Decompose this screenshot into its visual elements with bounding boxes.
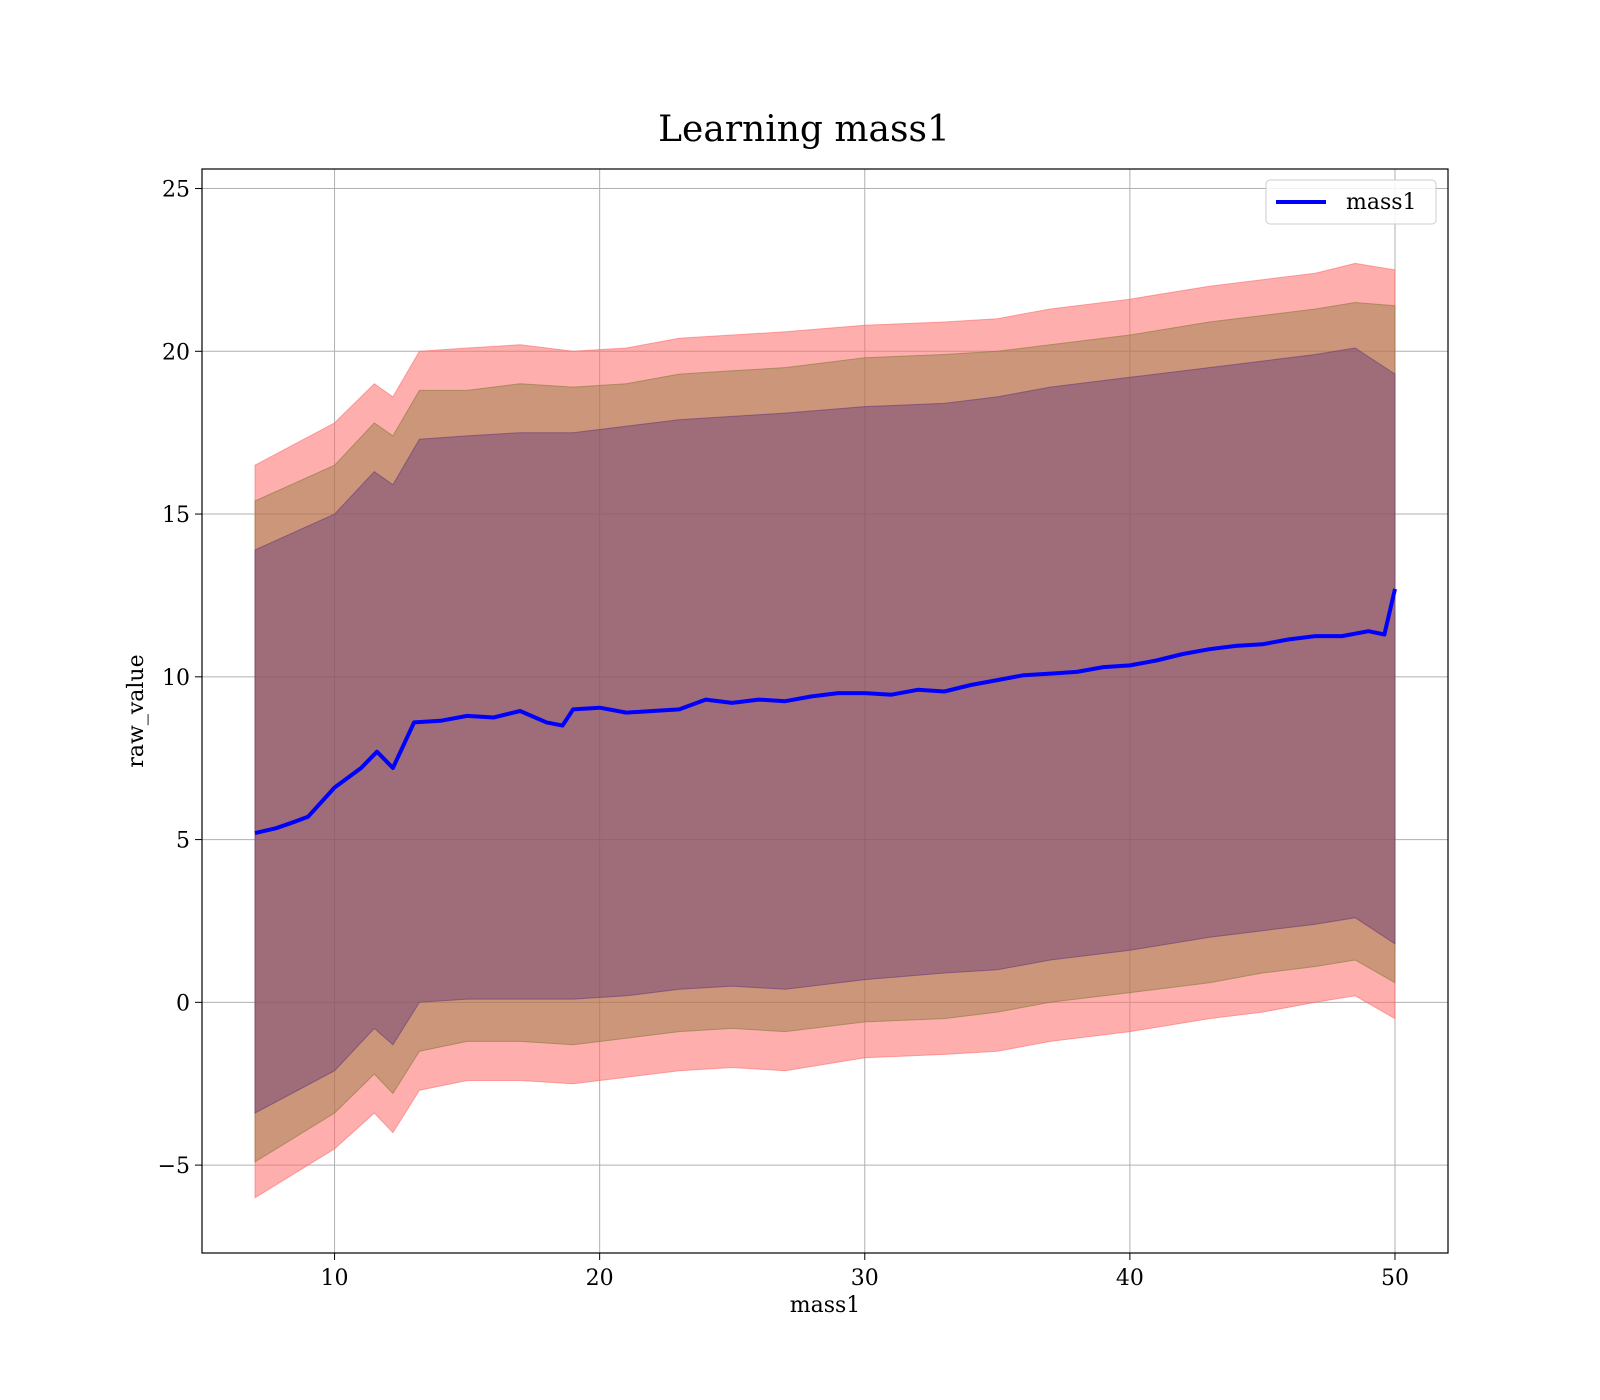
x-tick-label: 40 <box>1116 1266 1144 1291</box>
x-axis-label: mass1 <box>790 1293 861 1318</box>
tick-layer: 10 20 30 40 50 −5 0 5 10 15 20 25 <box>158 178 1409 1291</box>
band-middle <box>254 301 1396 1163</box>
legend: mass1 <box>1265 179 1437 225</box>
legend-entry-mass1: mass1 <box>1346 190 1417 215</box>
y-tick-label: −5 <box>158 1154 190 1179</box>
x-tick-label: 50 <box>1381 1266 1409 1291</box>
x-tick-label: 10 <box>321 1266 349 1291</box>
series-line-mass1 <box>254 588 1397 836</box>
chart-title: Learning mass1 <box>658 109 950 150</box>
line-layer <box>254 588 1397 836</box>
y-tick-label: 0 <box>176 991 190 1016</box>
y-tick-label: 25 <box>162 178 190 203</box>
band-inner <box>254 347 1396 1114</box>
y-tick-label: 20 <box>162 340 190 365</box>
band-outer <box>254 262 1396 1199</box>
plot-frame <box>201 168 1449 1254</box>
y-tick-label: 15 <box>162 503 190 528</box>
y-tick-label: 5 <box>176 829 190 854</box>
x-tick-label: 30 <box>851 1266 879 1291</box>
y-tick-label: 10 <box>162 666 190 691</box>
legend-box <box>1265 179 1437 225</box>
y-axis-label: raw_value <box>124 654 149 767</box>
band-layer <box>254 262 1396 1199</box>
x-tick-label: 20 <box>586 1266 614 1291</box>
